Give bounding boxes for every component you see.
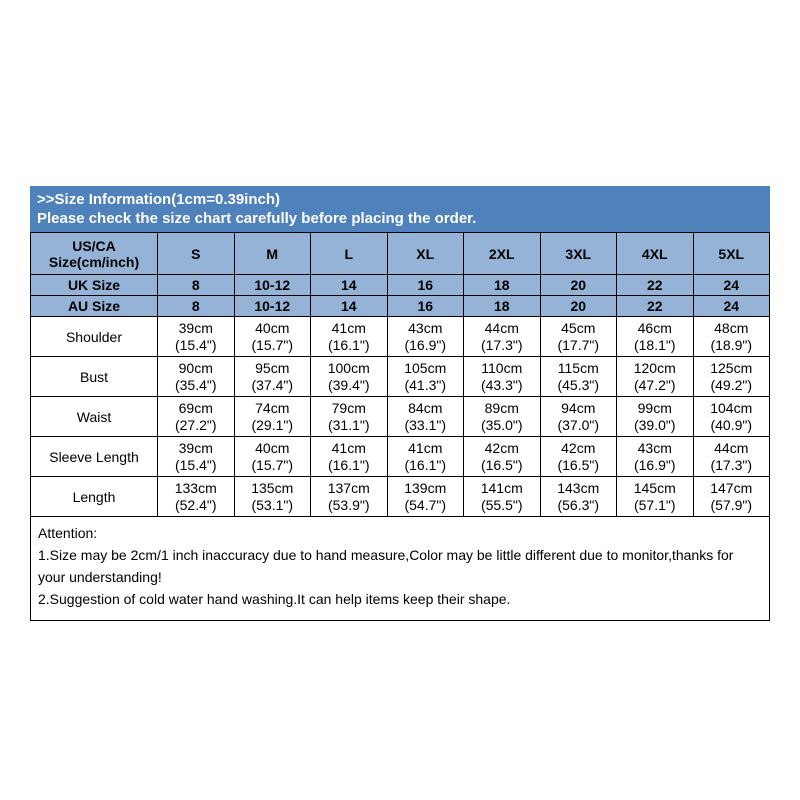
size-table: US/CA Size(cm/inch) S M L XL 2XL 3XL 4XL 5XL UK S…: [30, 232, 770, 517]
measurement-value-cell: 145cm (57.1"): [616, 476, 694, 517]
measurement-value-cell: 40cm (15.7"): [233, 316, 311, 357]
measurement-value-cell: 42cm (16.5"): [539, 436, 617, 477]
measurement-value-cell: 133cm (52.4"): [157, 476, 235, 517]
measurement-row: Waist 69cm (27.2") 74cm (29.1") 79cm (31.1"…: [30, 396, 770, 437]
measurement-value-cell: 100cm (39.4"): [310, 356, 388, 397]
size-value-cell: 20: [539, 295, 617, 317]
measurement-value-cell: 147cm (57.9"): [692, 476, 770, 517]
size-value-cell: 16: [386, 274, 464, 296]
size-column-header-5xl: 5XL: [692, 232, 770, 275]
measurement-value-cell: 46cm (18.1"): [616, 316, 694, 357]
measurement-value-cell: 40cm (15.7"): [233, 436, 311, 477]
attention-title: Attention:: [38, 525, 98, 541]
table-header-row: US/CA Size(cm/inch) S M L XL 2XL 3XL 4XL 5XL: [30, 232, 770, 275]
size-value-cell: 24: [692, 274, 770, 296]
measurement-value-cell: 48cm (18.9"): [692, 316, 770, 357]
size-value-cell: 8: [157, 274, 235, 296]
measurement-value-cell: 69cm (27.2"): [157, 396, 235, 437]
measurement-value-cell: 135cm (53.1"): [233, 476, 311, 517]
measurement-value-cell: 45cm (17.7"): [539, 316, 617, 357]
measurement-row: Length 133cm (52.4") 135cm (53.1") 137cm (5…: [30, 476, 770, 517]
measurement-row-label: Waist: [30, 396, 158, 437]
measurement-value-cell: 120cm (47.2"): [616, 356, 694, 397]
measurement-value-cell: 139cm (54.7"): [386, 476, 464, 517]
attention-note-1: 1.Size may be 2cm/1 inch inaccuracy due …: [38, 547, 734, 585]
measurement-value-cell: 94cm (37.0"): [539, 396, 617, 437]
measurement-value-cell: 41cm (16.1"): [386, 436, 464, 477]
size-row: UK Size 8 10-12 14 16 18 20 22 24: [30, 274, 770, 296]
measurement-value-cell: 44cm (17.3"): [692, 436, 770, 477]
measurement-value-cell: 110cm (43.3"): [463, 356, 541, 397]
measurement-value-cell: 39cm (15.4"): [157, 316, 235, 357]
size-value-cell: 14: [310, 295, 388, 317]
measurement-value-cell: 74cm (29.1"): [233, 396, 311, 437]
size-value-cell: 18: [463, 274, 541, 296]
size-value-cell: 10-12: [233, 274, 311, 296]
measurement-row-label: Length: [30, 476, 158, 517]
size-value-cell: 14: [310, 274, 388, 296]
size-value-cell: 8: [157, 295, 235, 317]
size-column-header-4xl: 4XL: [616, 232, 694, 275]
measurement-value-cell: 143cm (56.3"): [539, 476, 617, 517]
measurement-value-cell: 79cm (31.1"): [310, 396, 388, 437]
measurement-value-cell: 115cm (45.3"): [539, 356, 617, 397]
size-column-header-3xl: 3XL: [539, 232, 617, 275]
attention-section: Attention: 1.Size may be 2cm/1 inch inac…: [30, 517, 770, 621]
measurement-row-label: Shoulder: [30, 316, 158, 357]
size-column-header-2xl: 2XL: [463, 232, 541, 275]
size-value-cell: 10-12: [233, 295, 311, 317]
measurement-value-cell: 43cm (16.9"): [616, 436, 694, 477]
measurement-value-cell: 41cm (16.1"): [310, 436, 388, 477]
size-column-header-m: M: [233, 232, 311, 275]
measurement-value-cell: 104cm (40.9"): [692, 396, 770, 437]
us-ca-size-header: US/CA Size(cm/inch): [30, 232, 158, 275]
attention-note-2: 2.Suggestion of cold water hand washing.…: [38, 591, 511, 607]
measurement-value-cell: 105cm (41.3"): [386, 356, 464, 397]
size-column-header-s: S: [157, 232, 235, 275]
measurement-value-cell: 125cm (49.2"): [692, 356, 770, 397]
measurement-row: Bust 90cm (35.4") 95cm (37.4") 100cm (39.4"…: [30, 356, 770, 397]
measurement-value-cell: 141cm (55.5"): [463, 476, 541, 517]
size-value-cell: 20: [539, 274, 617, 296]
size-value-cell: 16: [386, 295, 464, 317]
size-column-header-xl: XL: [386, 232, 464, 275]
measurement-value-cell: 41cm (16.1"): [310, 316, 388, 357]
measurement-row-label: Sleeve Length: [30, 436, 158, 477]
banner-title: >>Size Information(1cm=0.39inch): [37, 191, 280, 208]
measurement-value-cell: 99cm (39.0"): [616, 396, 694, 437]
measurement-value-cell: 137cm (53.9"): [310, 476, 388, 517]
measurement-value-cell: 43cm (16.9"): [386, 316, 464, 357]
measurement-value-cell: 95cm (37.4"): [233, 356, 311, 397]
measurement-row: Sleeve Length 39cm (15.4") 40cm (15.7") 41c…: [30, 436, 770, 477]
measurement-value-cell: 39cm (15.4"): [157, 436, 235, 477]
size-row-label: AU Size: [30, 295, 158, 317]
measurement-value-cell: 90cm (35.4"): [157, 356, 235, 397]
measurement-value-cell: 42cm (16.5"): [463, 436, 541, 477]
size-value-cell: 24: [692, 295, 770, 317]
measurement-value-cell: 44cm (17.3"): [463, 316, 541, 357]
size-chart-page: >>Size Information(1cm=0.39inch) Please …: [30, 186, 770, 621]
size-value-cell: 22: [616, 274, 694, 296]
size-row-label: UK Size: [30, 274, 158, 296]
measurement-row: Shoulder 39cm (15.4") 40cm (15.7") 41cm (16…: [30, 316, 770, 357]
size-value-cell: 22: [616, 295, 694, 317]
measurement-value-cell: 84cm (33.1"): [386, 396, 464, 437]
size-column-header-l: L: [310, 232, 388, 275]
size-info-banner: >>Size Information(1cm=0.39inch) Please …: [30, 186, 770, 232]
banner-subtitle: Please check the size chart carefully be…: [37, 210, 477, 227]
size-row: AU Size 8 10-12 14 16 18 20 22 24: [30, 295, 770, 317]
measurement-value-cell: 89cm (35.0"): [463, 396, 541, 437]
measurement-row-label: Bust: [30, 356, 158, 397]
size-value-cell: 18: [463, 295, 541, 317]
